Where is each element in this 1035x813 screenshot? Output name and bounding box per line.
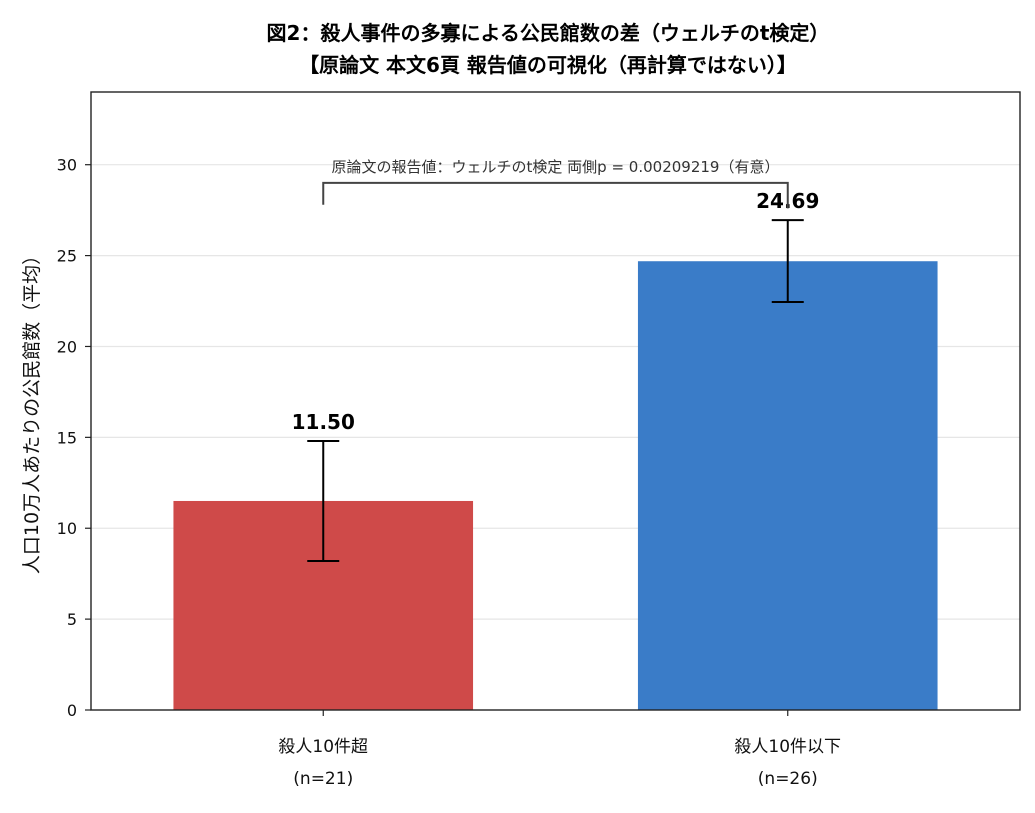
y-tick-label: 5 bbox=[67, 610, 77, 629]
category-label: 殺人10件超 bbox=[278, 737, 368, 757]
y-tick-label: 0 bbox=[67, 701, 77, 720]
y-axis-label: 人口10万人あたりの公民館数（平均） bbox=[21, 246, 43, 574]
bar bbox=[637, 261, 938, 710]
bars bbox=[173, 261, 938, 710]
axes: 0 5 10 15 20 25 30 bbox=[57, 91, 1021, 720]
significance-annotation: 原論文の報告値：ウェルチのt検定 両側p = 0.00209219（有意） bbox=[322, 158, 789, 209]
value-label: 11.50 bbox=[292, 410, 355, 434]
y-tick-label: 10 bbox=[57, 519, 77, 538]
y-tick-label: 15 bbox=[57, 428, 77, 447]
chart-subtitle: 【原論文 本文6頁 報告値の可視化（再計算ではない）】 bbox=[299, 53, 797, 77]
error-bars bbox=[307, 219, 804, 562]
category-label: 殺人10件以下 bbox=[734, 737, 841, 757]
plot-frame bbox=[90, 91, 1021, 711]
y-tick-label: 30 bbox=[57, 156, 77, 175]
y-tick-label: 25 bbox=[57, 247, 77, 266]
significance-text: 原論文の報告値：ウェルチのt検定 両側p = 0.00209219（有意） bbox=[332, 158, 780, 176]
category-sublabel: (n=21) bbox=[293, 769, 353, 789]
category-sublabel: (n=26) bbox=[758, 769, 818, 789]
significance-bracket bbox=[322, 181, 789, 209]
y-tick-label: 20 bbox=[57, 337, 77, 356]
chart-title: 図2：殺人事件の多寡による公民館数の差（ウェルチのt検定） bbox=[267, 21, 830, 45]
